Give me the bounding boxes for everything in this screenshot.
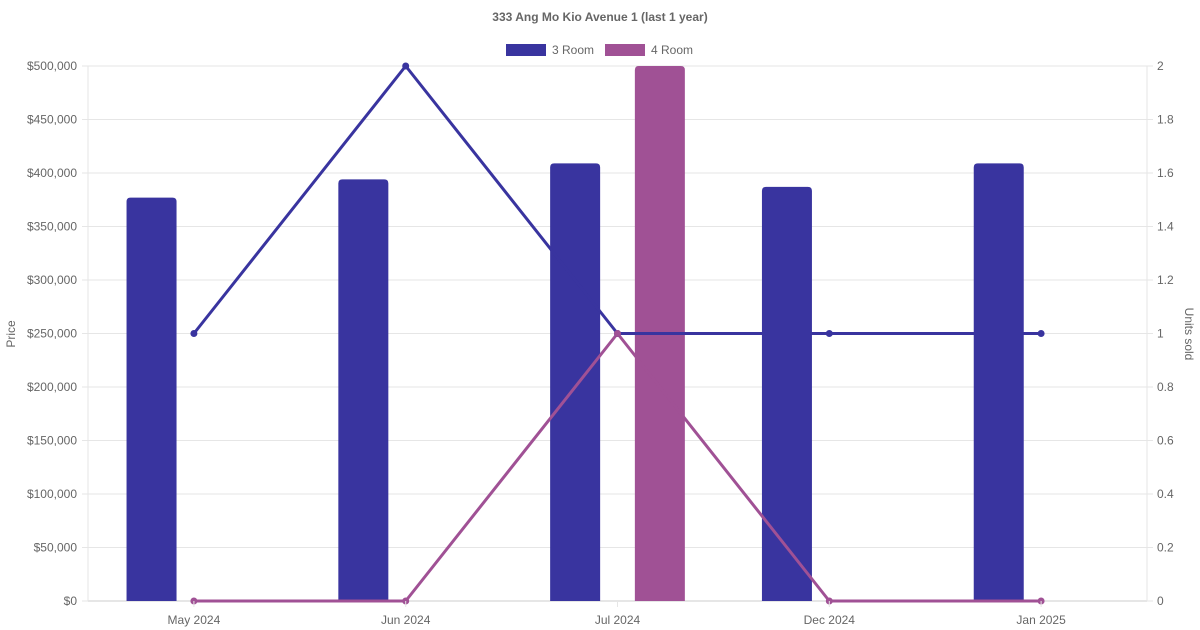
chart-title: 333 Ang Mo Kio Avenue 1 (last 1 year) [492, 10, 707, 24]
y-right-tick-label: 0.2 [1157, 541, 1174, 555]
line-3-room [192, 64, 1042, 335]
y-left-tick-label: $350,000 [27, 220, 77, 234]
legend-item-4-room[interactable]: 4 Room [605, 43, 693, 57]
y-left-tick-label: $250,000 [27, 327, 77, 341]
x-axis: May 2024 Jun 2024 Jul 2024 Dec 2024 Jan 2025 [168, 601, 1066, 627]
bar-3-room [126, 197, 177, 602]
x-tick-label: Jan 2025 [1016, 613, 1066, 627]
y-left-tick-label: $400,000 [27, 166, 77, 180]
y-left-tick-label: $200,000 [27, 380, 77, 394]
y-right-tick-label: 1.8 [1157, 113, 1174, 127]
bar-3-room [973, 163, 1024, 601]
point-3-room [190, 330, 198, 337]
y-left-axis: $0 $50,000 $100,000 $150,000 $200,000 $250,00… [27, 59, 88, 608]
y-right-tick-label: 1 [1157, 327, 1164, 341]
y-right-tick-label: 0.8 [1157, 380, 1174, 394]
point-3-room [825, 330, 833, 337]
point-3-room [1037, 330, 1045, 337]
y-right-tick-label: 0.6 [1157, 434, 1174, 448]
x-tick-label: Jul 2024 [595, 613, 641, 627]
x-tick-label: May 2024 [168, 613, 221, 627]
legend-swatch-4-room [605, 44, 645, 56]
y-left-tick-label: $150,000 [27, 434, 77, 448]
point-4-room [614, 330, 621, 337]
y-right-tick-label: 1.2 [1157, 273, 1174, 287]
line-4-room [193, 332, 1042, 603]
point-3-room [402, 62, 410, 70]
y-left-tick-label: $300,000 [27, 273, 77, 287]
y-left-tick-label: $100,000 [27, 487, 77, 501]
y-right-tick-label: 1.6 [1157, 166, 1174, 180]
y-left-tick-label: $0 [64, 594, 78, 608]
y-right-tick-label: 2 [1157, 59, 1164, 73]
legend: 3 Room 4 Room [506, 43, 693, 57]
y-left-tick-label: $500,000 [27, 59, 77, 73]
y-right-tick-label: 0.4 [1157, 487, 1174, 501]
bar-3-room [338, 179, 389, 602]
y-left-tick-label: $450,000 [27, 113, 77, 127]
y-right-axis-title: Units sold [1182, 308, 1196, 361]
legend-swatch-3-room [506, 44, 546, 56]
legend-item-3-room[interactable]: 3 Room [506, 43, 594, 57]
y-right-tick-label: 1.4 [1157, 220, 1174, 234]
y-left-tick-label: $50,000 [34, 541, 78, 555]
bar-3-room [550, 163, 601, 601]
legend-label-4-room: 4 Room [651, 43, 693, 57]
x-tick-label: Jun 2024 [381, 613, 431, 627]
legend-label-3-room: 3 Room [552, 43, 594, 57]
y-right-tick-label: 0 [1157, 594, 1164, 608]
y-left-axis-title: Price [4, 320, 18, 348]
x-tick-label: Dec 2024 [804, 613, 856, 627]
y-right-axis: 0 0.2 0.4 0.6 0.8 1 1.2 1.4 1.6 1.8 2 [1147, 59, 1174, 608]
bar-3-room [761, 186, 812, 601]
